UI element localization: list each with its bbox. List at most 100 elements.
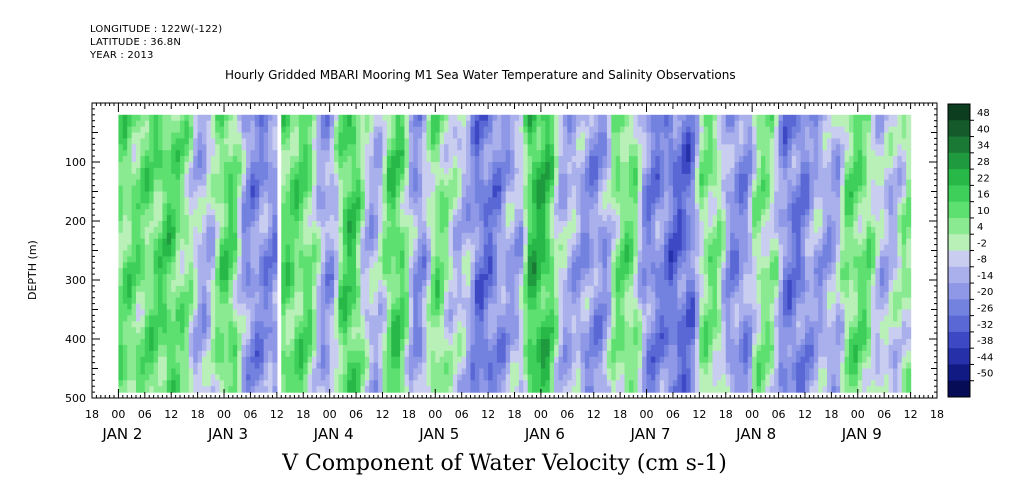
heatmap-cell [571,268,577,275]
heatmap-cell [422,368,428,375]
heatmap-cell [210,309,216,316]
heatmap-cell [325,339,331,346]
heatmap-cell [228,120,234,128]
heatmap-cell [501,238,507,246]
heatmap-cell [562,350,568,358]
heatmap-cell [298,126,304,134]
heatmap-cell [202,209,208,216]
heatmap-cell [554,309,560,316]
heatmap-cell [290,333,296,340]
heatmap-cell [474,203,480,210]
heatmap-cell [219,262,225,269]
heatmap-cell [268,209,274,216]
heatmap-cell [488,274,494,281]
heatmap-cell [171,297,177,305]
heatmap-cell [206,368,212,375]
heatmap-cell [272,344,278,352]
heatmap-cell [523,344,529,352]
heatmap-cell [215,368,221,375]
heatmap-cell [523,209,529,216]
heatmap-cell [430,162,436,169]
heatmap-cell [171,327,177,334]
heatmap-cell [144,291,150,299]
heatmap-cell [342,120,348,128]
heatmap-cell [122,132,128,139]
heatmap-cell [188,232,194,240]
heatmap-cell [197,185,203,193]
heatmap-cell [131,374,137,381]
heatmap-cell [224,344,230,352]
heatmap-cell [342,203,348,210]
heatmap-cell [536,333,542,340]
heatmap-cell [316,350,322,358]
heatmap-cell [188,238,194,246]
heatmap-cell [197,162,203,169]
heatmap-cell [369,126,375,134]
heatmap-cell [417,173,423,181]
heatmap-cell [259,321,265,328]
heatmap-cell [386,350,392,358]
heatmap-cell [373,333,379,340]
heatmap-cell [461,209,467,216]
heatmap-cell [532,250,538,257]
heatmap-cell [400,374,406,381]
heatmap-cell [364,309,370,316]
heatmap-cell [122,303,128,311]
heatmap-cell [532,150,538,157]
heatmap-cell [281,303,287,311]
heatmap-cell [571,274,577,281]
heatmap-cell [136,167,142,175]
heatmap-cell [325,356,331,364]
heatmap-cell [417,138,423,145]
heatmap-cell [294,238,300,246]
heatmap-cell [184,144,190,151]
heatmap-cell [320,386,326,393]
heatmap-cell [144,339,150,346]
heatmap-cell [518,374,524,381]
heatmap-cell [461,179,467,187]
heatmap-cell [501,226,507,234]
heatmap-cell [571,250,577,257]
heatmap-cell [505,368,511,375]
heatmap-cell [386,362,392,370]
heatmap-cell [312,380,318,387]
heatmap-cell [430,191,436,198]
heatmap-cell [435,232,441,240]
heatmap-cell [567,280,573,287]
heatmap-cell [329,132,335,139]
heatmap-cell [369,356,375,364]
heatmap-cell [461,197,467,204]
heatmap-cell [144,344,150,352]
heatmap-cell [193,256,199,263]
heatmap-cell [576,191,582,198]
heatmap-cell [532,285,538,293]
heatmap-cell [435,333,441,340]
heatmap-cell [281,362,287,370]
heatmap-cell [237,150,243,157]
heatmap-cell [140,156,146,163]
heatmap-cell [545,144,551,151]
heatmap-cell [303,280,309,287]
heatmap-cell [228,274,234,281]
heatmap-cell [127,144,133,151]
heatmap-cell [158,368,164,375]
heatmap-cell [496,297,502,305]
heatmap-cell [479,386,485,393]
heatmap-cell [395,333,401,340]
heatmap-cell [413,132,419,139]
heatmap-cell [197,356,203,364]
heatmap-cell [505,156,511,163]
heatmap-cell [532,280,538,287]
heatmap-cell [558,138,564,145]
heatmap-cell [514,144,520,151]
heatmap-cell [496,368,502,375]
heatmap-cell [562,250,568,257]
heatmap-cell [518,226,524,234]
heatmap-cell [562,132,568,139]
heatmap-cell [527,303,533,311]
heatmap-cell [562,197,568,204]
heatmap-cell [554,256,560,263]
heatmap-cell [303,162,309,169]
heatmap-cell [488,309,494,316]
heatmap-cell [320,256,326,263]
